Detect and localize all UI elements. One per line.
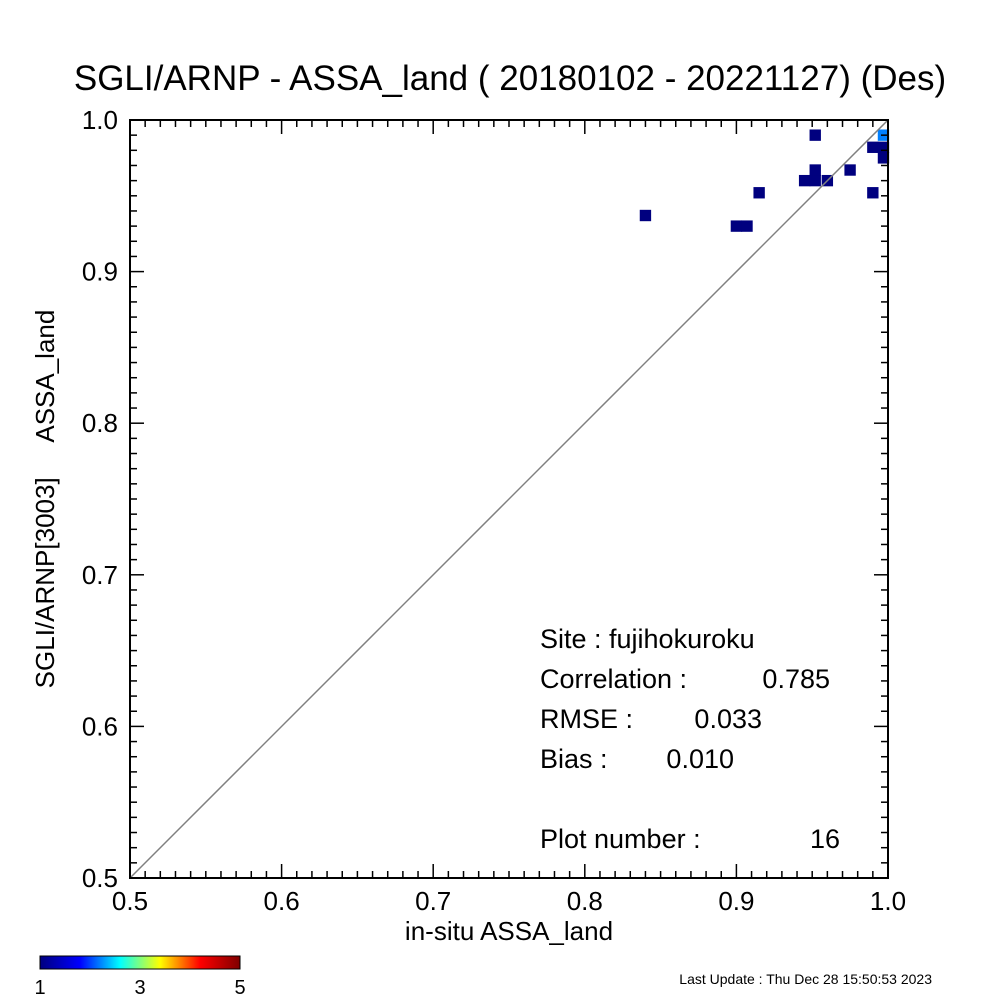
x-tick-label: 1.0 [870, 886, 906, 916]
y-tick-label: 0.5 [82, 863, 118, 893]
plot-area [129, 119, 890, 879]
density-cell [798, 174, 811, 187]
density-cell [877, 152, 890, 164]
stats-rmse-label: RMSE : [540, 704, 633, 734]
density-cell [639, 209, 652, 222]
density-cell [809, 174, 821, 187]
stats-panel: Site : fujihokuroku Correlation : 0.785 … [540, 624, 840, 854]
density-cell [867, 141, 879, 153]
density-cell [809, 164, 821, 176]
x-tick-label: 0.7 [415, 886, 451, 916]
y-tick-labels: 0.5 0.6 0.7 0.8 0.9 1.0 [82, 105, 118, 893]
stats-plot-number-label: Plot number : [540, 824, 701, 854]
stats-plot-number-value: 16 [810, 824, 840, 854]
density-cell [867, 187, 879, 199]
colorbar-tick-label: 5 [234, 977, 245, 999]
density-cell [730, 220, 743, 232]
identity-line [129, 119, 889, 879]
stats-bias-label: Bias : [540, 744, 608, 774]
colorbar-tick-labels: 1 3 5 [34, 977, 245, 999]
y-tick-label: 1.0 [82, 105, 118, 135]
y-axis-label: SGLI/ARNP[3003] ASSA_land [30, 310, 60, 689]
x-tick-labels: 0.5 0.6 0.7 0.8 0.9 1.0 [112, 886, 906, 916]
colorbar-tick-label: 3 [134, 977, 145, 999]
y-tick-label: 0.6 [82, 711, 118, 741]
x-tick-label: 0.6 [264, 886, 300, 916]
x-tick-label: 0.8 [567, 886, 603, 916]
stats-bias-value: 0.010 [666, 744, 734, 774]
stats-site: Site : fujihokuroku [540, 624, 755, 654]
stats-correlation-label: Correlation : [540, 664, 687, 694]
density-cell [741, 220, 753, 232]
colorbar-bar [39, 955, 241, 970]
chart-title: SGLI/ARNP - ASSA_land ( 20180102 - 20221… [74, 59, 946, 98]
colorbar-tick-label: 1 [34, 977, 45, 999]
y-tick-label: 0.8 [82, 408, 118, 438]
x-tick-label: 0.9 [718, 886, 754, 916]
stats-correlation-value: 0.785 [762, 664, 830, 694]
last-update-text: Last Update : Thu Dec 28 15:50:53 2023 [679, 971, 932, 987]
x-axis-label: in-situ ASSA_land [405, 916, 613, 946]
y-tick-label: 0.7 [82, 560, 118, 590]
density-cell [844, 164, 856, 176]
density-cell [877, 141, 890, 153]
plot-frame [129, 119, 889, 879]
density-cell [809, 129, 821, 141]
x-tick-label: 0.5 [112, 886, 148, 916]
colorbar: 1 3 5 [34, 955, 246, 999]
y-tick-label: 0.9 [82, 257, 118, 287]
density-cell [753, 187, 765, 199]
stats-rmse-value: 0.033 [694, 704, 762, 734]
